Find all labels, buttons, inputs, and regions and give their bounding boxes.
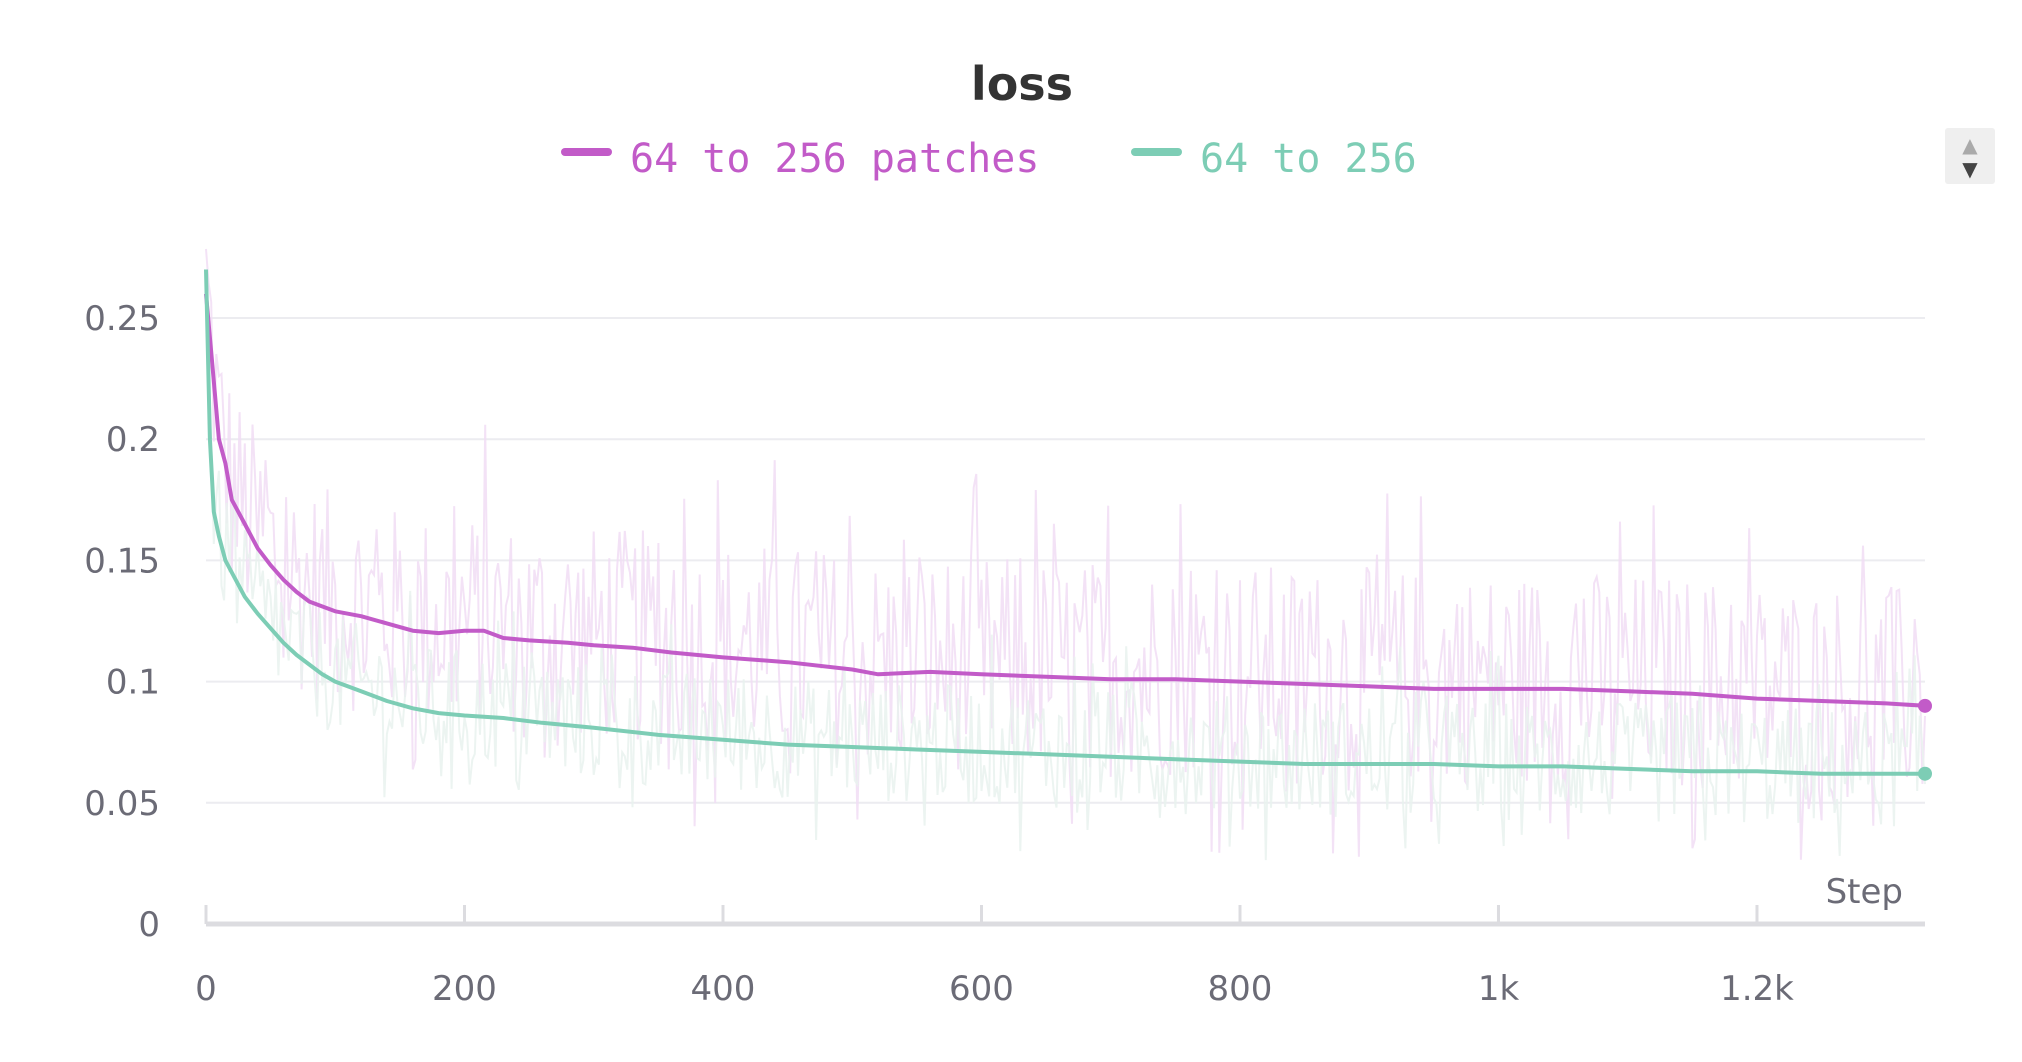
y-tick-label: 0.05: [84, 784, 160, 824]
series-lines: [204, 269, 1932, 781]
y-tick-label: 0.15: [84, 541, 160, 581]
x-tick-label: 600: [949, 969, 1014, 1009]
x-tick-label: 800: [1208, 969, 1273, 1009]
y-tick-label: 0: [138, 905, 160, 945]
legend: 64 to 256 patches 64 to 256: [561, 136, 1417, 182]
x-tick-label: 1.2k: [1720, 969, 1794, 1009]
series-line-2: [204, 269, 1925, 776]
legend-label-series-1: 64 to 256 patches: [630, 136, 1039, 182]
raw-trace-series-2: [205, 281, 1926, 861]
scroll-down-icon[interactable]: ▼: [1962, 157, 1978, 181]
x-tick-label: 400: [691, 969, 756, 1009]
y-tick-label: 0.2: [106, 420, 160, 460]
legend-label-series-2: 64 to 256: [1200, 136, 1417, 182]
x-tick-label: 1k: [1478, 969, 1520, 1009]
y-tick-label: 0.25: [84, 299, 160, 339]
x-axis-label: Step: [1826, 872, 1903, 912]
legend-scroll-control[interactable]: ▲ ▼: [1945, 128, 1995, 184]
series-end-point-1: [1918, 698, 1932, 713]
raw-trace-series-1: [205, 248, 1926, 860]
axes: 0 0.05 0.1 0.15 0.2 0.25 0 200 400 600 800 1k 1.2k: [84, 299, 1925, 1009]
scroll-up-icon[interactable]: ▲: [1962, 133, 1978, 157]
chart-title: loss: [971, 57, 1073, 111]
series-line-1: [204, 293, 1926, 708]
y-tick-label: 0.1: [106, 663, 160, 703]
x-tick-label: 200: [432, 969, 497, 1009]
x-tick-label: 0: [195, 969, 217, 1009]
legend-scroll-box[interactable]: [1945, 128, 1995, 184]
raw-noise-traces: [205, 248, 1926, 861]
series-end-point-2: [1918, 766, 1932, 781]
